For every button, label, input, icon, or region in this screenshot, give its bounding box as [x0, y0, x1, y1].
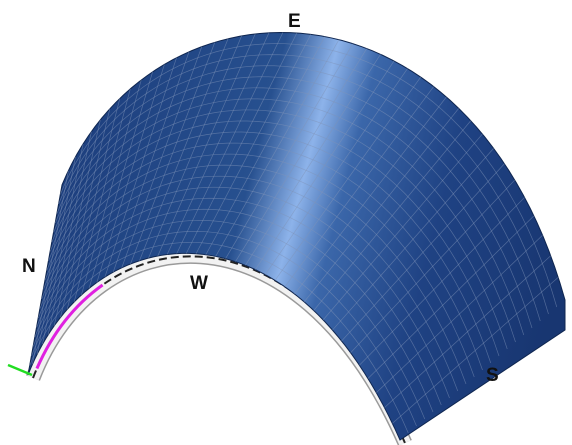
- label-north: N: [22, 256, 36, 277]
- page: E N W S (() => { const data = JSON.parse…: [0, 0, 572, 445]
- label-west: W: [190, 273, 208, 294]
- label-east: E: [288, 11, 301, 32]
- shell-render: E N W S: [0, 0, 572, 445]
- label-south: S: [486, 365, 499, 386]
- shell-surface: [28, 33, 565, 440]
